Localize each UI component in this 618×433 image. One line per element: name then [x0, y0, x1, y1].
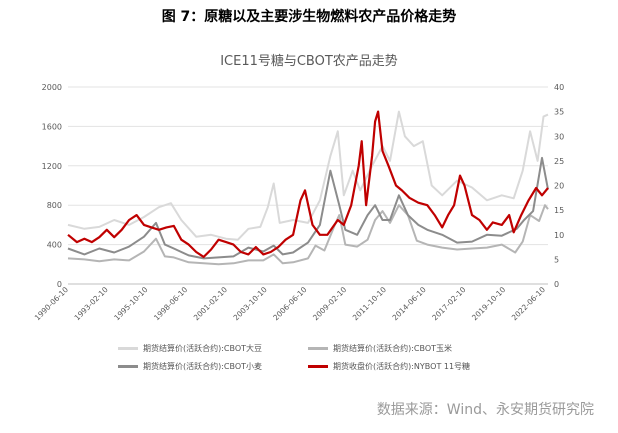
x-tick-label: 1990-06-10 [33, 285, 70, 322]
legend-label: 期货结算价(活跃合约):CBOT小麦 [143, 361, 263, 371]
y-right-tick-label: 35 [554, 108, 564, 117]
y-right-tick-label: 10 [554, 231, 564, 240]
x-tick-label: 2006-06-10 [271, 285, 308, 322]
legend-item-soybean: 期货结算价(活跃合约):CBOT大豆 [118, 343, 308, 354]
figure-title: 图 7：原糖以及主要涉生物燃料农产品价格走势 [161, 9, 457, 25]
legend: 期货结算价(活跃合约):CBOT大豆 期货结算价(活跃合约):CBOT玉米 期货… [118, 339, 538, 375]
legend-swatch [308, 346, 328, 350]
legend-item-corn: 期货结算价(活跃合约):CBOT玉米 [308, 343, 498, 354]
y-right-tick-label: 5 [554, 255, 559, 264]
series-line-2 [67, 156, 549, 260]
legend-swatch [118, 346, 138, 350]
legend-swatch [118, 364, 138, 368]
x-tick-label: 2001-02-10 [192, 285, 229, 322]
x-tick-label: 2017-02-10 [430, 285, 467, 322]
y-left-tick-label: 1600 [42, 122, 62, 131]
y-left-tick-label: 800 [47, 201, 62, 210]
y-left-tick-label: 2000 [42, 83, 62, 92]
x-tick-label: 2011-10-10 [351, 285, 388, 322]
legend-item-wheat: 期货结算价(活跃合约):CBOT小麦 [118, 361, 308, 372]
y-left-tick-label: 400 [47, 241, 62, 250]
x-tick-label: 2014-06-10 [391, 285, 428, 322]
legend-swatch [308, 364, 328, 368]
legend-label: 期货结算价(活跃合约):CBOT大豆 [143, 343, 263, 353]
x-tick-label: 2003-10-10 [232, 285, 269, 322]
y-left-tick-label: 1200 [42, 162, 62, 171]
series-line-0 [67, 110, 549, 241]
x-tick-label: 1998-06-10 [152, 285, 189, 322]
axes: 0 400 800 1200 1600 2000 0 5 10 15 20 25 30 35 40 1990-… [33, 83, 564, 322]
x-tick-label: 1993-02-10 [73, 285, 110, 322]
y-right-tick-label: 20 [554, 182, 564, 191]
y-right-tick-label: 30 [554, 132, 564, 141]
series-lines [67, 110, 549, 266]
legend-label: 期货结算价(活跃合约):CBOT玉米 [333, 343, 453, 353]
y-right-tick-label: 0 [554, 280, 559, 289]
series-line-1 [67, 204, 549, 266]
legend-label: 期货收盘价(活跃合约):NYBOT 11号糖 [333, 361, 471, 371]
source-note: 数据来源：Wind、永安期货研究院 [376, 402, 594, 418]
x-tick-label: 2022-06-10 [510, 285, 547, 322]
chart-title: ICE11号糖与CBOT农产品走势 [220, 54, 398, 69]
x-tick-label: 1995-10-10 [112, 285, 149, 322]
y-right-tick-label: 15 [554, 206, 564, 215]
x-tick-label: 2009-02-10 [311, 285, 348, 322]
legend-item-sugar: 期货收盘价(活跃合约):NYBOT 11号糖 [308, 361, 498, 372]
y-right-tick-label: 40 [554, 83, 564, 92]
y-right-tick-label: 25 [554, 157, 564, 166]
x-tick-label: 2019-10-10 [470, 285, 507, 322]
y-left-tick-label: 0 [57, 280, 62, 289]
series-line-3 [67, 110, 549, 258]
